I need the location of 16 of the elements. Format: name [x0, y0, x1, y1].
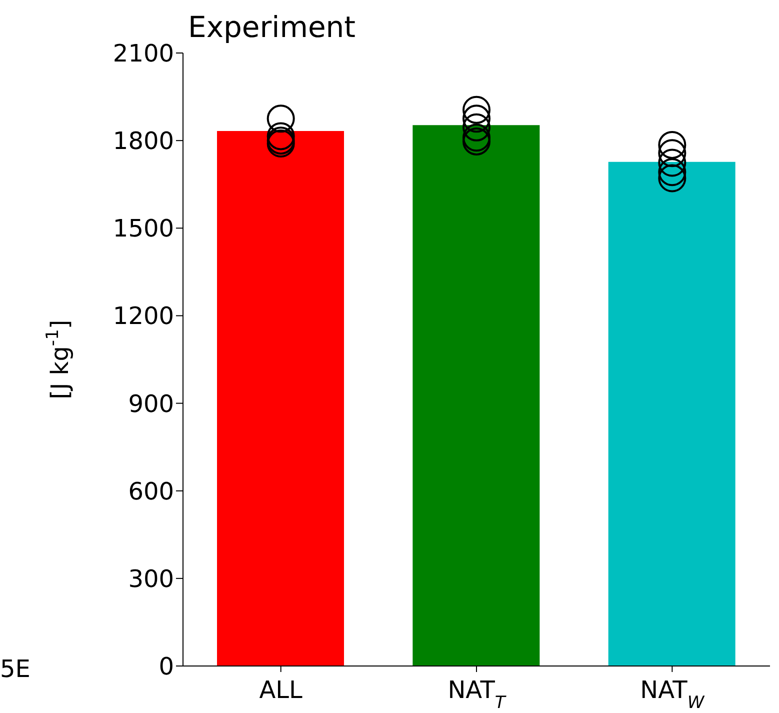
bar	[412, 125, 540, 666]
y-tick-label: 1500	[112, 214, 174, 243]
x-tick-label: NAT$_{T}$	[448, 676, 507, 713]
x-tick-label: NAT$_{W}$	[640, 676, 706, 713]
bar	[217, 130, 344, 666]
y-tick-label: 300	[128, 564, 174, 593]
y-tick-label: 900	[128, 390, 174, 418]
chart-title: Experiment	[188, 10, 356, 44]
text: 5E	[0, 655, 30, 683]
y-tick-label: 1800	[112, 127, 174, 156]
y-tick-label: 1200	[112, 302, 174, 330]
bar	[608, 162, 736, 666]
y-tick-label: 0	[158, 652, 174, 681]
y-tick-label: 600	[128, 477, 174, 506]
x-tick-label: ALL	[259, 676, 304, 704]
y-tick-label: 2100	[112, 40, 174, 68]
